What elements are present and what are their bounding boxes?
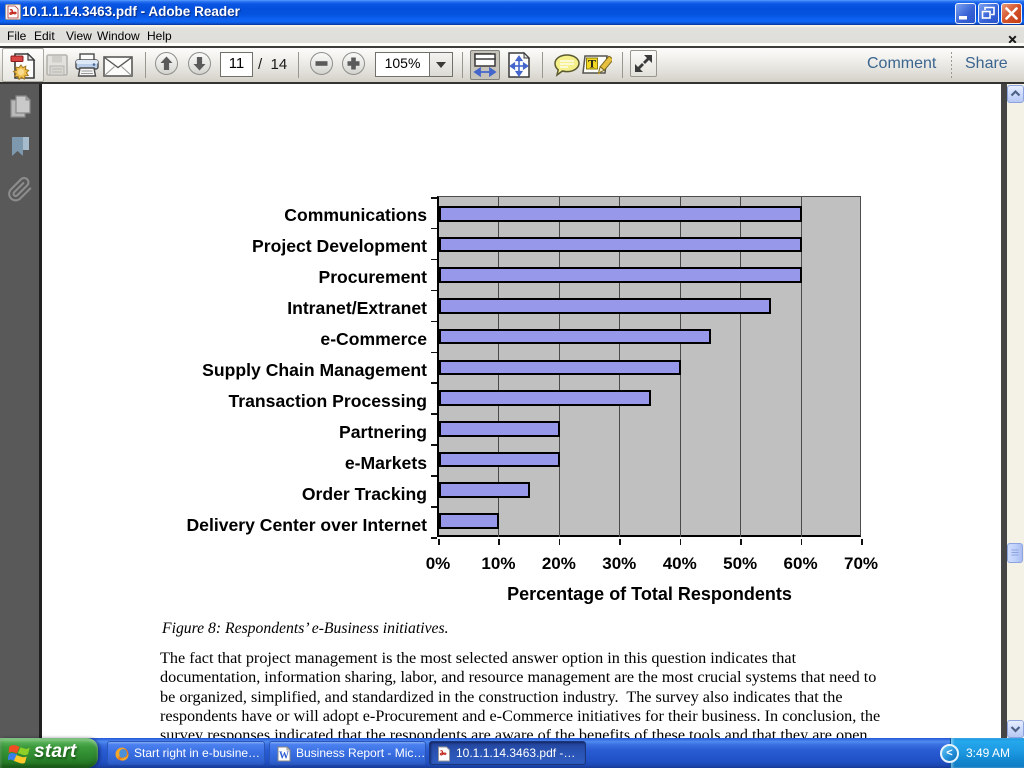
svg-text:T: T — [588, 57, 596, 71]
svg-text:W: W — [279, 751, 289, 762]
